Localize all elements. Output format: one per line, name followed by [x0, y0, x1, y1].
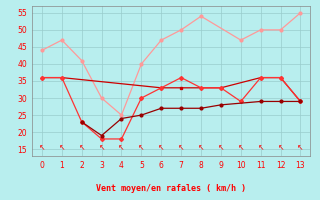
Text: ↖: ↖ [118, 143, 125, 152]
Text: ↖: ↖ [39, 143, 45, 152]
Text: ↖: ↖ [78, 143, 85, 152]
Text: ↖: ↖ [238, 143, 244, 152]
Text: ↖: ↖ [258, 143, 264, 152]
Text: ↖: ↖ [198, 143, 204, 152]
Text: ↖: ↖ [99, 143, 105, 152]
Text: ↖: ↖ [277, 143, 284, 152]
Text: ↖: ↖ [158, 143, 164, 152]
Text: ↖: ↖ [178, 143, 184, 152]
Text: ↖: ↖ [297, 143, 304, 152]
X-axis label: Vent moyen/en rafales ( km/h ): Vent moyen/en rafales ( km/h ) [96, 184, 246, 193]
Text: ↖: ↖ [59, 143, 65, 152]
Text: ↖: ↖ [218, 143, 224, 152]
Text: ↖: ↖ [138, 143, 145, 152]
